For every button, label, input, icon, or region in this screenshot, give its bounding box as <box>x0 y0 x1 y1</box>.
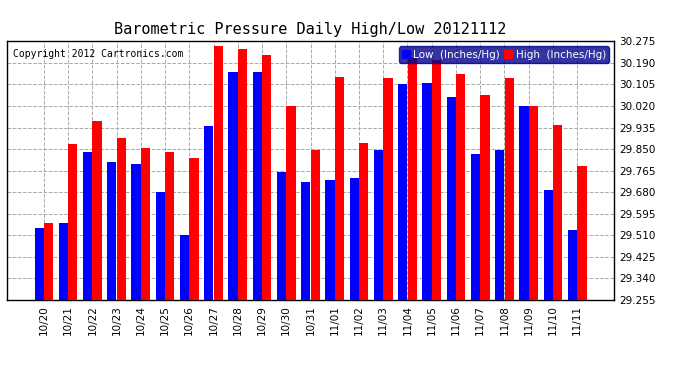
Bar <box>374 150 383 300</box>
Bar <box>68 144 77 300</box>
Bar <box>495 150 504 300</box>
Text: Copyright 2012 Cartronics.com: Copyright 2012 Cartronics.com <box>13 49 184 59</box>
Title: Barometric Pressure Daily High/Low 20121112: Barometric Pressure Daily High/Low 20121… <box>115 22 506 37</box>
Bar <box>190 158 199 300</box>
Bar <box>59 223 68 300</box>
Bar <box>180 235 189 300</box>
Bar <box>504 78 514 300</box>
Bar <box>480 94 489 300</box>
Bar <box>132 164 141 300</box>
Bar <box>83 152 92 300</box>
Bar <box>156 192 165 300</box>
Bar <box>408 58 417 300</box>
Bar <box>432 60 441 300</box>
Bar <box>544 190 553 300</box>
Bar <box>456 74 465 300</box>
Bar <box>117 138 126 300</box>
Bar <box>286 106 295 300</box>
Bar <box>277 172 286 300</box>
Bar <box>238 49 247 300</box>
Bar <box>253 72 262 300</box>
Bar <box>107 162 117 300</box>
Bar <box>568 230 577 300</box>
Bar <box>44 223 53 300</box>
Bar <box>34 228 43 300</box>
Bar <box>228 72 237 300</box>
Bar <box>446 97 456 300</box>
Bar <box>578 165 586 300</box>
Bar <box>335 77 344 300</box>
Bar <box>262 55 271 300</box>
Bar <box>204 126 213 300</box>
Bar <box>384 78 393 300</box>
Bar <box>471 154 480 300</box>
Legend: Low  (Inches/Hg), High  (Inches/Hg): Low (Inches/Hg), High (Inches/Hg) <box>399 46 609 63</box>
Bar <box>359 143 368 300</box>
Bar <box>165 152 175 300</box>
Bar <box>310 150 320 300</box>
Bar <box>326 180 335 300</box>
Bar <box>422 83 431 300</box>
Bar <box>520 106 529 300</box>
Bar <box>529 106 538 300</box>
Bar <box>92 121 101 300</box>
Bar <box>301 182 310 300</box>
Bar <box>141 148 150 300</box>
Bar <box>398 84 407 300</box>
Bar <box>350 178 359 300</box>
Bar <box>214 46 223 300</box>
Bar <box>553 125 562 300</box>
